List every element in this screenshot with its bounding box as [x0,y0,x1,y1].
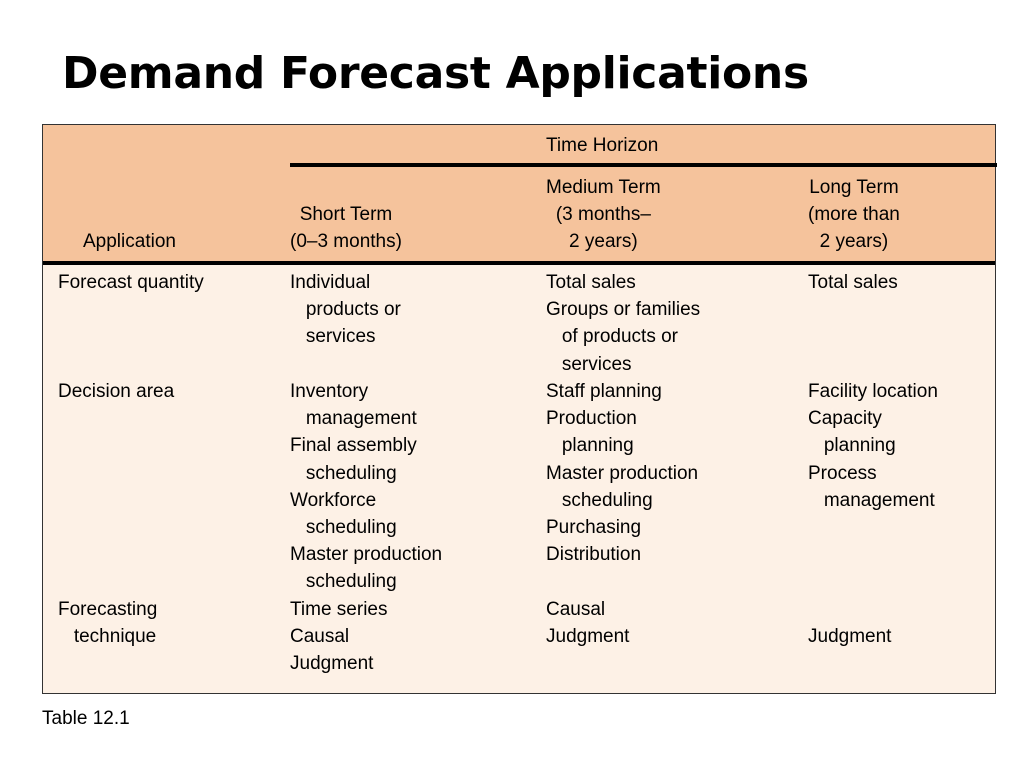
row-forecasting-technique-label: Forecasting technique [58,599,158,648]
col-header-short-term: Short Term (0–3 months) [290,204,402,253]
header-divider [43,261,995,265]
row-forecast-quantity-label: Forecast quantity [58,272,204,293]
row-forecast-quantity-long: Total sales [808,272,898,293]
row-forecast-quantity-short: Individual products or services [290,272,401,348]
col-header-long-term: Long Term (more than 2 years) [808,177,900,253]
row-forecasting-technique-medium: Causal Judgment [546,599,630,648]
row-decision-area-short: Inventory management Final assembly sche… [290,381,443,593]
col-header-application: Application [83,231,176,252]
row-decision-area-long: Facility location Capacity planning Proc… [808,381,938,511]
forecast-table: Time Horizon Application Short Term (0–3… [42,124,997,694]
time-horizon-header: Time Horizon [546,135,659,156]
col-header-medium-term: Medium Term (3 months– 2 years) [546,177,661,253]
time-horizon-rule [290,163,997,167]
row-decision-area-medium: Staff planning Production planning Maste… [546,381,699,566]
row-forecasting-technique-short: Time series Causal Judgment [290,599,388,675]
row-forecast-quantity-medium: Total sales Groups or families of produc… [546,272,701,375]
row-decision-area-label: Decision area [58,381,175,402]
table-caption: Table 12.1 [42,708,130,729]
table-header [43,125,995,261]
slide-title: Demand Forecast Applications [62,48,809,99]
row-forecasting-technique-long: Judgment [808,626,892,648]
